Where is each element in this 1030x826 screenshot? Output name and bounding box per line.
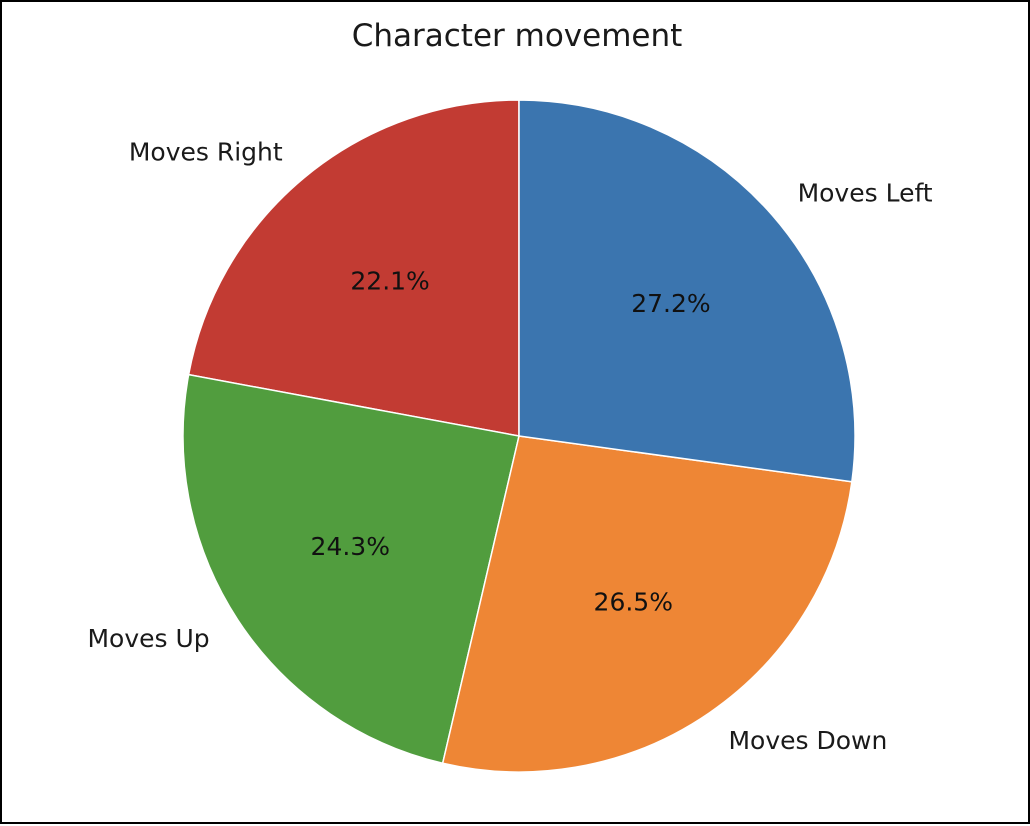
pct-label: 24.3% <box>311 532 390 561</box>
pct-label: 27.2% <box>631 289 710 318</box>
pct-label: 26.5% <box>594 588 673 617</box>
slice-label: Moves Left <box>798 179 933 208</box>
chart-title: Character movement <box>351 18 683 54</box>
pie-slice-moves-left <box>518 99 856 483</box>
slice-label: Moves Down <box>728 726 887 755</box>
pie-slice-moves-up <box>182 373 520 765</box>
pie-slice-moves-right <box>187 99 520 437</box>
pct-label: 22.1% <box>350 266 429 295</box>
pie-slice-moves-down <box>441 435 853 773</box>
slice-label: Moves Up <box>87 624 209 653</box>
slice-label: Moves Right <box>129 137 283 166</box>
